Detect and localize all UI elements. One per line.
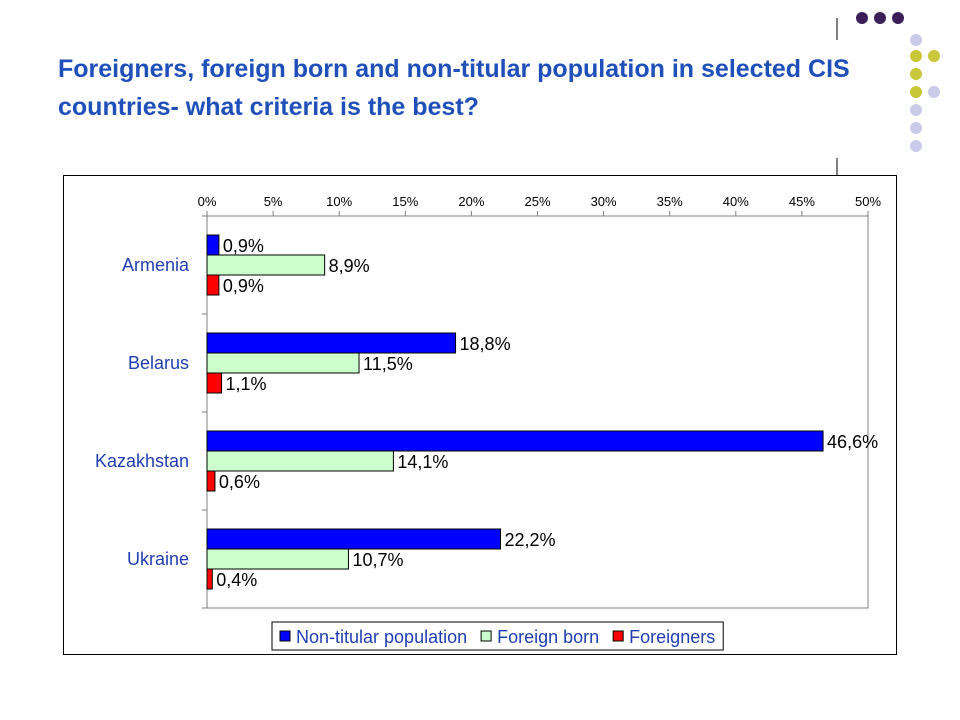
bar [206,372,223,394]
data-label: 18,8% [460,334,511,354]
decoration-dot [910,140,922,152]
x-tick-label: 30% [591,194,617,209]
data-label: 1,1% [226,374,267,394]
legend-label: Foreign born [497,627,599,647]
bar [206,548,349,570]
data-label: 0,4% [216,570,257,590]
x-tick-label: 15% [392,194,418,209]
decoration-dot [910,50,922,62]
data-label: 46,6% [827,432,878,452]
decoration-dot [910,68,922,80]
legend-box [271,621,724,651]
legend-label: Non-titular population [296,627,467,647]
category-label: Armenia [122,255,190,275]
decoration-dot [874,12,886,24]
decoration-dots [856,12,940,152]
x-tick-label: 10% [326,194,352,209]
legend: Non-titular population Foreign born Foreig… [271,621,724,651]
bar [206,470,216,492]
legend-swatch [480,630,492,642]
chart-frame: 0% 5% 10% 15% 20% 25% 30% 35% 40% 45% 50% Armenia B… [63,175,897,655]
decoration-dot [910,86,922,98]
x-tick-label: 5% [264,194,283,209]
x-tick-label: 20% [458,194,484,209]
bar-chart: 0% 5% 10% 15% 20% 25% 30% 35% 40% 45% 50% Armenia B… [95,194,881,651]
data-label: 14,1% [397,452,448,472]
decoration-dot [910,104,922,116]
decoration-dot [928,50,940,62]
decoration-dot [856,12,868,24]
x-tick-label: 45% [789,194,815,209]
data-label: 0,9% [223,236,264,256]
x-tick-label: 0% [198,194,217,209]
data-label: 22,2% [504,530,555,550]
legend-swatch [279,630,291,642]
x-tick-label: 35% [657,194,683,209]
x-tick-label: 25% [524,194,550,209]
slide-title: Foreigners, foreign born and non-titular… [58,55,850,121]
bars: 0,9% 8,9% 0,9% 18,8% 11,5% 1,1% 46,6% 14,1% 0,6%… [206,234,878,590]
data-label: 11,5% [363,354,413,374]
decoration-dot [892,12,904,24]
bar [206,254,326,276]
decoration-dot [910,34,922,46]
bar [206,450,394,472]
category-label: Belarus [128,353,189,373]
decoration-dot [910,122,922,134]
y-axis: Armenia Belarus Kazakhstan Ukraine [95,215,207,609]
bar [206,430,824,452]
legend-swatch [612,630,624,642]
bar [206,352,360,374]
bar [206,274,220,296]
decoration-dot [928,86,940,98]
data-label: 10,7% [352,550,403,570]
category-label: Kazakhstan [95,451,189,471]
data-label: 0,6% [219,472,260,492]
bar [206,568,213,590]
data-label: 8,9% [329,256,370,276]
legend-label: Foreigners [629,627,715,647]
category-label: Ukraine [127,549,189,569]
corner-decoration [836,12,940,175]
x-tick-label: 40% [723,194,749,209]
x-axis: 0% 5% 10% 15% 20% 25% 30% 35% 40% 45% 50% [198,194,881,217]
bar [206,528,501,550]
x-tick-label: 50% [855,194,881,209]
bar [206,234,220,256]
data-label: 0,9% [223,276,264,296]
bar [206,332,457,354]
